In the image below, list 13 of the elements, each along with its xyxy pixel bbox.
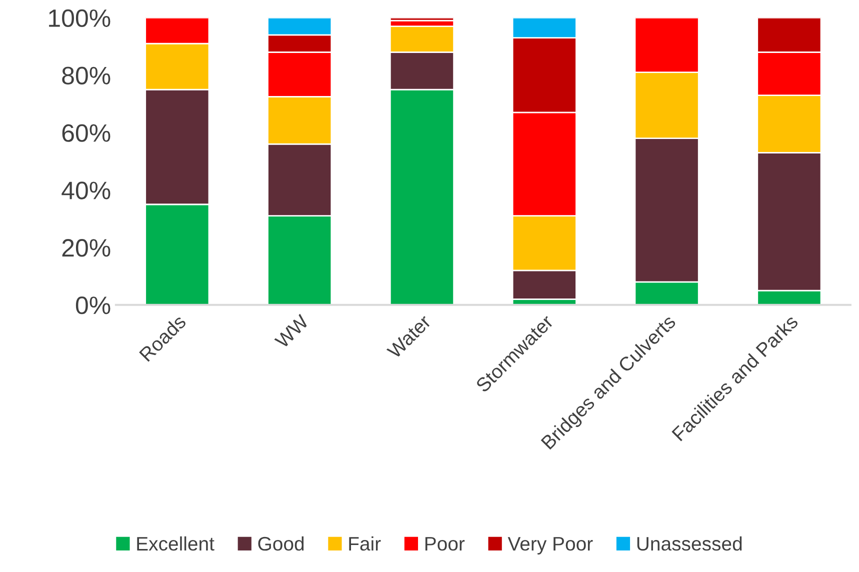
legend-label: Very Poor bbox=[508, 537, 593, 554]
y-tick-label: 100% bbox=[49, 9, 110, 28]
x-tick-label: WW bbox=[274, 314, 310, 350]
legend-label: Fair bbox=[349, 536, 381, 551]
y-tick-label: 20% bbox=[62, 239, 110, 257]
legend-label: Excellent bbox=[137, 536, 214, 551]
legend-label: Good bbox=[258, 536, 304, 551]
y-tick-label: 80% bbox=[62, 66, 110, 84]
y-tick-label: 40% bbox=[62, 182, 110, 200]
y-tick-label: 60% bbox=[62, 124, 110, 142]
y-tick-label: 0% bbox=[76, 296, 110, 314]
legend-label: Unassessed bbox=[637, 536, 742, 551]
legend-label: Poor bbox=[425, 537, 465, 551]
